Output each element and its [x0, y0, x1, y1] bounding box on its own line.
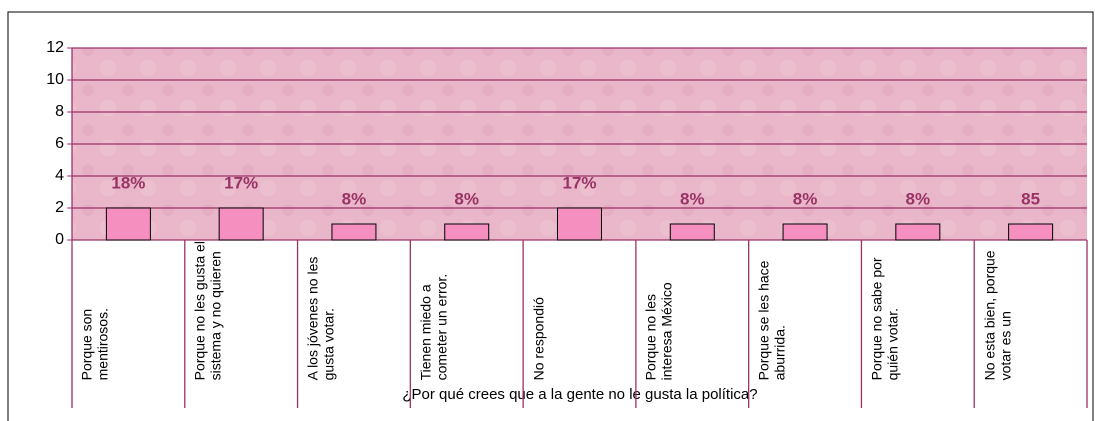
y-tick-label: 12 [46, 39, 64, 56]
bar [669, 223, 715, 241]
bar-annotation: 8% [342, 189, 367, 208]
x-tick-label: Porque no sabe por quién votar. [868, 257, 901, 380]
x-axis-title: ¿Por qué crees que a la gente no le gust… [402, 386, 757, 403]
bar-annotation: 8% [793, 189, 818, 208]
bar [105, 207, 151, 241]
y-tick-label: 8 [55, 103, 64, 120]
bar-annotation: 8% [454, 189, 479, 208]
bar [444, 223, 490, 241]
x-tick-label: Porque se les hace aburrida. [755, 260, 788, 380]
x-tick-label: No respondió [530, 296, 547, 380]
y-tick-label: 4 [55, 167, 64, 184]
bar [218, 207, 264, 241]
x-tick-label: A los jóvenes no les gusta votar. [304, 256, 337, 380]
bar [782, 223, 828, 241]
bar [331, 223, 377, 241]
y-tick-label: 0 [55, 231, 64, 248]
x-tick-label: Tienen miedo a cometer un error. [417, 273, 450, 380]
bar [895, 223, 941, 241]
y-tick-label: 2 [55, 199, 64, 216]
bar-annotation: 18% [111, 173, 145, 192]
bar [557, 207, 602, 241]
x-tick-label: Porque no les gusta el sistema y no quie… [191, 240, 224, 380]
bar [1008, 223, 1054, 241]
bar-annotation: 85 [1021, 189, 1040, 208]
bar-annotation: 8% [906, 189, 931, 208]
x-tick-label: Porque son mentirosos. [78, 307, 111, 380]
bar-annotation: 8% [680, 189, 705, 208]
bar-annotation: 17% [224, 173, 258, 192]
x-tick-label: Porque no les interesa México [642, 281, 675, 380]
outer-border [7, 11, 1094, 421]
bar-annotation: 17% [562, 173, 596, 192]
x-tick-label: No esta bien, porque votar es un [981, 250, 1014, 380]
y-tick-label: 6 [55, 135, 64, 152]
y-tick-label: 10 [46, 71, 64, 88]
